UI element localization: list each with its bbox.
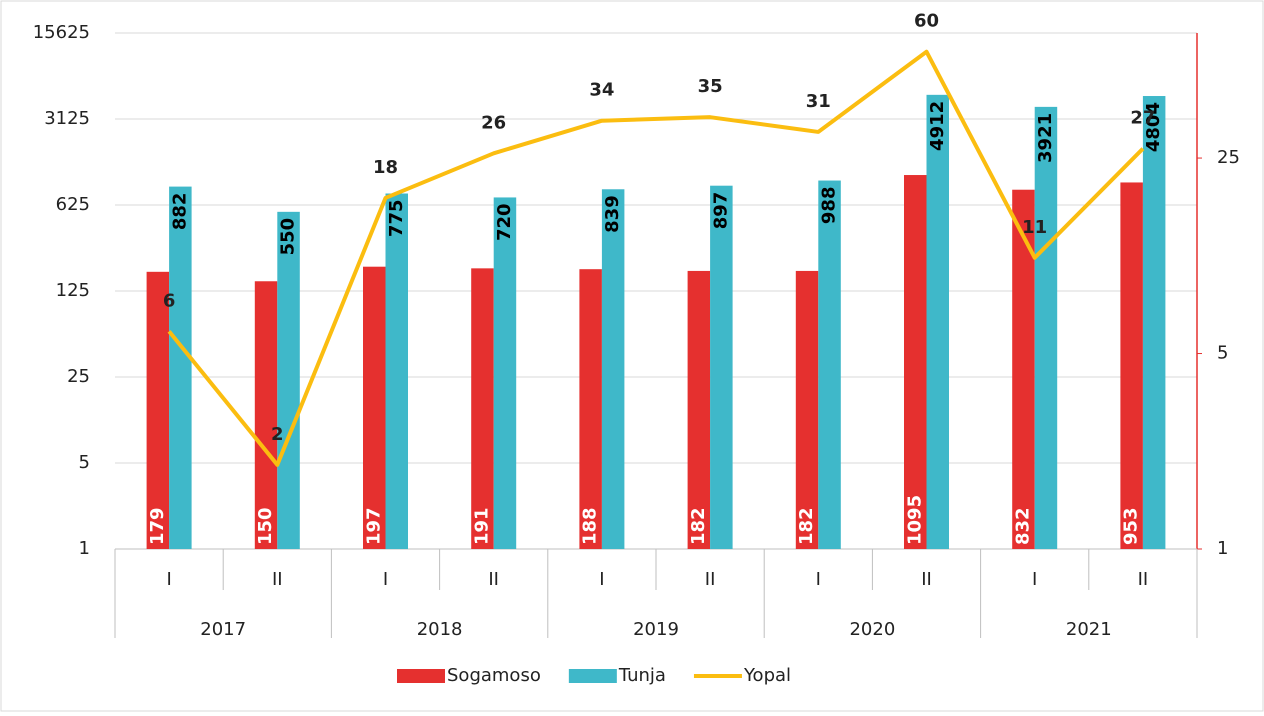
x-tick-label: II <box>272 569 283 590</box>
data-label: 182 <box>796 507 817 545</box>
bar <box>687 270 711 549</box>
legend-label: Yopal <box>743 665 791 686</box>
data-label: 897 <box>710 192 731 230</box>
data-label: 839 <box>602 195 623 233</box>
bar <box>926 94 949 549</box>
y-tick-label: 25 <box>67 366 90 387</box>
data-label: 988 <box>819 187 840 225</box>
y-tick-label: 3125 <box>44 108 90 129</box>
data-label: 150 <box>255 507 276 545</box>
x-group-label: 2018 <box>417 619 463 640</box>
data-label: 182 <box>688 507 709 545</box>
data-label: 35 <box>698 76 723 97</box>
legend-swatch <box>397 669 445 683</box>
y-tick-label: 625 <box>56 194 90 215</box>
x-tick-label: I <box>166 569 171 590</box>
x-group-label: 2017 <box>200 619 246 640</box>
data-label: 26 <box>481 112 506 133</box>
legend-label: Tunja <box>618 665 666 686</box>
x-tick-label: I <box>383 569 388 590</box>
data-label: 60 <box>914 11 939 32</box>
x-tick-label: II <box>1138 569 1149 590</box>
data-label: 179 <box>147 507 168 545</box>
bar <box>1142 96 1166 550</box>
x-tick-label: I <box>816 569 821 590</box>
bar <box>1120 182 1143 549</box>
x-tick-label: II <box>488 569 499 590</box>
bar <box>493 197 517 549</box>
data-label: 4804 <box>1143 102 1164 152</box>
data-label: 11 <box>1022 217 1047 238</box>
data-label: 2 <box>271 424 284 445</box>
bar <box>818 180 841 549</box>
legend-swatch <box>568 669 617 683</box>
bar <box>710 185 733 549</box>
y-tick-label: 125 <box>56 280 90 301</box>
data-label: 882 <box>169 193 190 231</box>
y-tick-label: 1 <box>79 538 90 559</box>
y2-tick-label: 1 <box>1217 538 1228 559</box>
bar <box>385 193 408 550</box>
bar <box>277 211 300 549</box>
data-label: 31 <box>806 91 831 112</box>
data-label: 550 <box>278 218 299 256</box>
x-group-label: 2019 <box>633 619 679 640</box>
x-tick-label: II <box>705 569 716 590</box>
bar <box>169 186 192 549</box>
data-label: 1095 <box>904 495 925 545</box>
y2-tick-label: 5 <box>1217 343 1228 364</box>
data-label: 6 <box>163 290 176 311</box>
y-tick-label: 5 <box>79 452 90 473</box>
data-label: 953 <box>1121 507 1142 545</box>
data-label: 3921 <box>1035 113 1056 163</box>
legend-label: Sogamoso <box>447 665 541 686</box>
bar <box>601 189 625 550</box>
data-label: 34 <box>589 80 614 101</box>
data-label: 18 <box>373 157 398 178</box>
data-label: 832 <box>1012 507 1033 545</box>
x-tick-label: I <box>599 569 604 590</box>
data-label: 191 <box>471 507 492 545</box>
bar <box>471 268 494 549</box>
bar <box>1034 106 1058 550</box>
y2-tick-label: 25 <box>1217 147 1240 168</box>
data-label: 4912 <box>927 101 948 151</box>
data-label: 720 <box>494 203 515 241</box>
x-tick-label: II <box>921 569 932 590</box>
y-tick-label: 15625 <box>33 22 90 43</box>
x-group-label: 2020 <box>849 619 895 640</box>
bar <box>579 269 602 549</box>
bar <box>795 270 819 549</box>
data-label: 197 <box>363 507 384 545</box>
bar <box>254 281 278 549</box>
bar <box>904 175 927 549</box>
bar <box>363 266 386 549</box>
data-label: 27 <box>1130 108 1155 129</box>
x-tick-label: I <box>1032 569 1037 590</box>
x-group-label: 2021 <box>1066 619 1112 640</box>
data-label: 775 <box>386 200 407 238</box>
data-label: 188 <box>580 507 601 545</box>
bar <box>1012 189 1035 550</box>
bar <box>146 271 170 549</box>
line <box>167 49 1145 467</box>
